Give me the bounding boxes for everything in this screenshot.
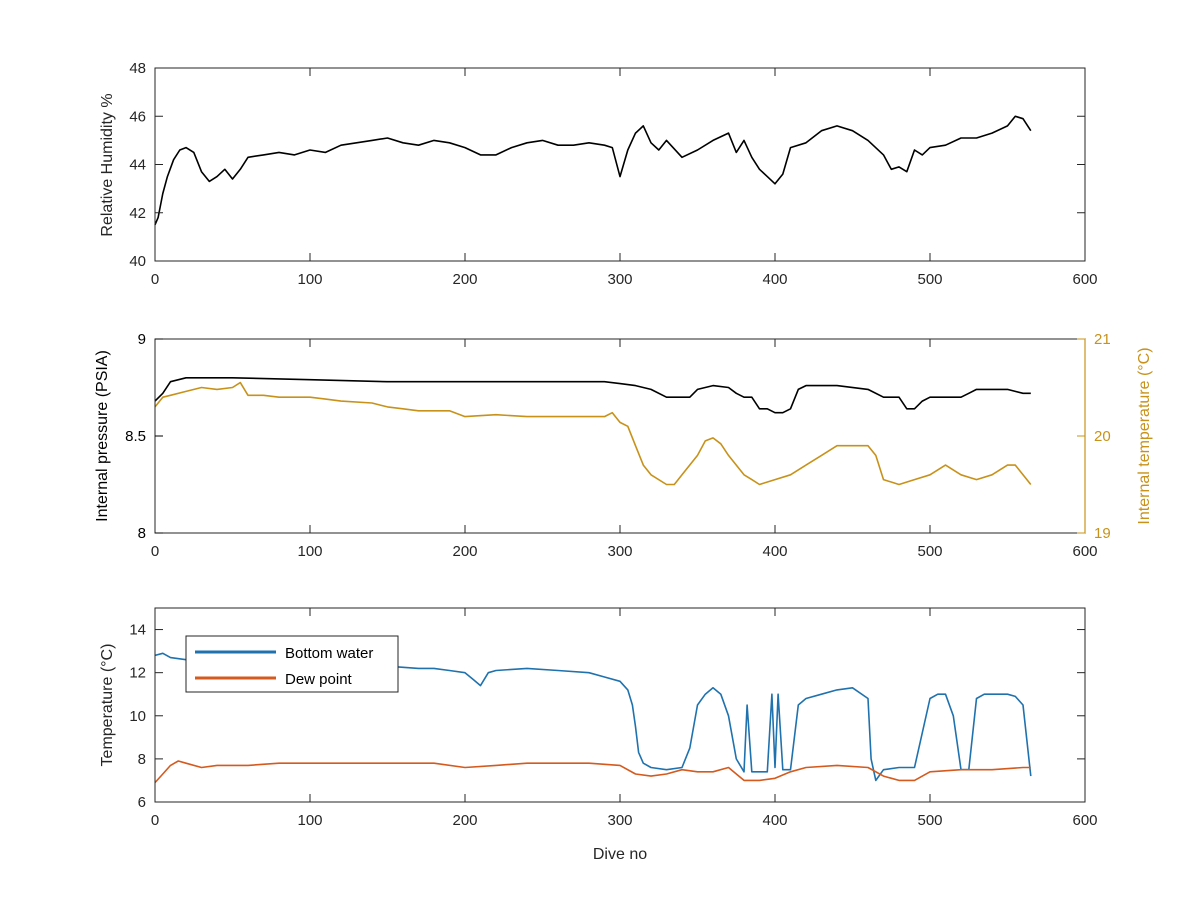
pressure-right-y-tick-label: 19 bbox=[1094, 525, 1111, 542]
humidity-axes: 0 100 200 300 400 500 600 40 42 44 46 48 bbox=[129, 60, 1097, 288]
pressure-series-right-1-line bbox=[154, 381, 1032, 486]
temperature-x-tick-label: 400 bbox=[762, 812, 787, 829]
humidity-y-tick-label: 46 bbox=[129, 108, 146, 125]
pressure-y-label: Internal pressure (PSIA) bbox=[94, 350, 111, 522]
humidity-y-tick-label: 48 bbox=[129, 60, 146, 77]
temperature-x-tick-label: 300 bbox=[607, 812, 632, 829]
pressure-series-layer bbox=[154, 376, 1032, 486]
temperature-x-tick-label: 200 bbox=[452, 812, 477, 829]
temperature-x-tick-label: 600 bbox=[1072, 812, 1097, 829]
legend-label-dew-point: Dew point bbox=[285, 671, 353, 688]
temperature-y-tick-label: 12 bbox=[129, 665, 146, 682]
humidity-y-tick-label: 44 bbox=[129, 157, 146, 174]
temperature-panel: 0 100 200 300 400 500 600 6 8 10 12 14 Temperature … bbox=[99, 607, 1098, 863]
dive-x-label: Dive no bbox=[593, 846, 647, 863]
humidity-series-layer bbox=[154, 115, 1032, 226]
pressure-x-tick-label: 600 bbox=[1072, 543, 1097, 560]
legend-label-bottom-water: Bottom water bbox=[285, 645, 373, 662]
legend-box bbox=[185, 635, 399, 693]
humidity-x-tick-label: 100 bbox=[297, 271, 322, 288]
temperature-x-tick-label: 100 bbox=[297, 812, 322, 829]
humidity-y-label: Relative Humidity % bbox=[99, 93, 116, 236]
pressure-x-tick-label: 300 bbox=[607, 543, 632, 560]
pressure-x-tick-label: 400 bbox=[762, 543, 787, 560]
humidity-x-tick-label: 0 bbox=[151, 271, 159, 288]
pressure-right-y-tick-label: 21 bbox=[1094, 331, 1111, 348]
humidity-y-tick-label: 42 bbox=[129, 205, 146, 222]
humidity-x-tick-label: 600 bbox=[1072, 271, 1097, 288]
humidity-x-tick-label: 400 bbox=[762, 271, 787, 288]
internal-temperature-y-label: Internal temperature (°C) bbox=[1136, 347, 1153, 524]
pressure-x-tick-label: 0 bbox=[151, 543, 159, 560]
temperature-y-tick-label: 14 bbox=[129, 622, 146, 639]
temperature-y-tick-label: 8 bbox=[138, 751, 146, 768]
temperature-x-tick-label: 0 bbox=[151, 812, 159, 829]
temperature-series-dew-point-line bbox=[154, 760, 1031, 784]
legend: Bottom water Dew point bbox=[185, 635, 399, 693]
temperature-y-tick-label: 10 bbox=[129, 708, 146, 725]
temperature-series-bottom-water-line bbox=[154, 652, 1032, 782]
temperature-x-tick-label: 500 bbox=[917, 812, 942, 829]
pressure-panel: 0 100 200 300 400 500 600 8 8.5 9 19 20 21 Internal … bbox=[94, 331, 1153, 560]
pressure-x-tick-label: 500 bbox=[917, 543, 942, 560]
temperature-y-label: Temperature (°C) bbox=[99, 644, 116, 767]
pressure-y-tick-label: 8 bbox=[138, 525, 146, 542]
pressure-y-tick-label: 9 bbox=[138, 331, 146, 348]
temperature-series-layer bbox=[154, 652, 1032, 784]
pressure-x-tick-label: 200 bbox=[452, 543, 477, 560]
humidity-x-tick-label: 200 bbox=[452, 271, 477, 288]
temperature-y-tick-label: 6 bbox=[138, 794, 146, 811]
pressure-series-left-0-line bbox=[154, 376, 1031, 414]
pressure-axes: 0 100 200 300 400 500 600 8 8.5 9 19 20 21 bbox=[125, 331, 1111, 560]
temperature-axes: 0 100 200 300 400 500 600 6 8 10 12 14 bbox=[129, 607, 1098, 829]
pressure-right-y-tick-label: 20 bbox=[1094, 428, 1111, 445]
humidity-x-tick-label: 500 bbox=[917, 271, 942, 288]
humidity-panel: 0 100 200 300 400 500 600 40 42 44 46 48 Relative H… bbox=[99, 60, 1098, 288]
humidity-series-line-0-line bbox=[154, 115, 1032, 226]
pressure-y-tick-label: 8.5 bbox=[125, 428, 146, 445]
humidity-x-tick-label: 300 bbox=[607, 271, 632, 288]
humidity-y-tick-label: 40 bbox=[129, 253, 146, 270]
pressure-x-tick-label: 100 bbox=[297, 543, 322, 560]
